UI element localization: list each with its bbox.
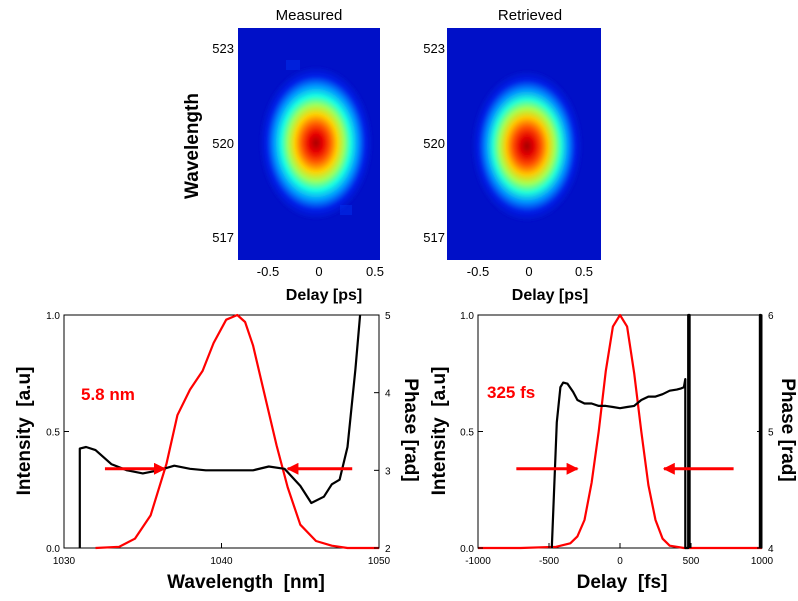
temporal-xtick-label: 1000 bbox=[751, 556, 774, 567]
temporal-y2tick-label: 6 bbox=[768, 311, 774, 322]
heatmap-measured-xtick--0.5: -0.5 bbox=[257, 264, 279, 279]
heatmap-measured-yticklabels: 523 520 517 bbox=[212, 41, 234, 245]
spectrum-y2tick-label: 5 bbox=[385, 311, 391, 322]
spectrum-series-line-0 bbox=[95, 313, 379, 550]
heatmap-measured: Measured 523 520 517 -0.5 0 0.5 Delay [p… bbox=[182, 7, 384, 304]
spectrum-series-line-1 bbox=[78, 314, 362, 548]
heatmap-retrieved-ytick-517: 517 bbox=[423, 230, 445, 245]
heatmap-measured-xlabel: Delay [ps] bbox=[286, 287, 362, 304]
heatmap-retrieved-xtick-0.5: 0.5 bbox=[575, 264, 593, 279]
spectrum-plot-frame bbox=[63, 314, 380, 549]
spectrum-annotation: 5.8 nm bbox=[81, 385, 135, 404]
heatmap-measured-ytick-523: 523 bbox=[212, 41, 234, 56]
spectrum-xtick-label: 1050 bbox=[368, 556, 391, 567]
temporal-ytick-label: 0.5 bbox=[460, 428, 474, 439]
temporal-xtick-label: -1000 bbox=[465, 556, 491, 567]
heatmap-retrieved-xtick--0.5: -0.5 bbox=[467, 264, 489, 279]
heatmap-measured-noise-1 bbox=[286, 60, 300, 70]
temporal-ytick-label: 1.0 bbox=[460, 311, 474, 322]
spectrum-y2tick-label: 2 bbox=[385, 544, 391, 555]
heatmap-retrieved-yticklabels: 523 520 517 bbox=[423, 41, 445, 245]
heatmap-retrieved-title: Retrieved bbox=[498, 7, 562, 24]
temporal-xtick-label: -500 bbox=[539, 556, 559, 567]
spectrum-ytick-label: 0.0 bbox=[46, 544, 60, 555]
spectrum-ytick-label: 0.5 bbox=[46, 428, 60, 439]
heatmap-measured-title: Measured bbox=[276, 7, 343, 24]
temporal-chart: -1000 -500 0 500 1000 0.0 0.5 1.0 4 5 6 Delay [fs]… bbox=[429, 311, 798, 593]
temporal-xtick-label: 0 bbox=[617, 556, 623, 567]
heatmap-measured-ytick-517: 517 bbox=[212, 230, 234, 245]
temporal-y2label: Phase [rad] bbox=[777, 378, 798, 481]
temporal-ytick-label: 0.0 bbox=[460, 544, 474, 555]
spectrum-axis-ticks: 1030 1040 1050 0.0 0.5 1.0 2 3 4 5 bbox=[46, 311, 391, 567]
temporal-plot-marks bbox=[478, 313, 763, 550]
heatmap-measured-xtick-0: 0 bbox=[315, 264, 322, 279]
heatmap-retrieved-xticklabels: -0.5 0 0.5 bbox=[467, 264, 593, 279]
temporal-y2tick-label: 5 bbox=[768, 428, 774, 439]
temporal-plot-frame bbox=[477, 314, 763, 549]
temporal-series-line-1 bbox=[550, 313, 691, 550]
heatmap-measured-ytick-520: 520 bbox=[212, 136, 234, 151]
spectrum-plot-marks bbox=[78, 313, 379, 550]
spectrum-chart: 1030 1040 1050 0.0 0.5 1.0 2 3 4 5 Wavelength [nm… bbox=[14, 311, 421, 593]
temporal-series-line-0 bbox=[478, 313, 762, 550]
heatmap-measured-ylabel: Wavelength bbox=[182, 93, 203, 199]
temporal-annotation: 325 fs bbox=[487, 383, 535, 402]
temporal-y2tick-label: 4 bbox=[768, 544, 774, 555]
spectrum-xlabel: Wavelength [nm] bbox=[167, 572, 325, 593]
spectrum-xtick-label: 1040 bbox=[210, 556, 233, 567]
spectrum-y2tick-label: 4 bbox=[385, 389, 391, 400]
heatmap-measured-xticklabels: -0.5 0 0.5 bbox=[257, 264, 384, 279]
heatmap-measured-blob bbox=[260, 67, 372, 219]
heatmap-measured-xtick-0.5: 0.5 bbox=[366, 264, 384, 279]
heatmap-retrieved-ytick-523: 523 bbox=[423, 41, 445, 56]
spectrum-xtick-label: 1030 bbox=[53, 556, 76, 567]
temporal-ylabel: Intensity [a.u] bbox=[429, 367, 450, 496]
spectrum-ylabel: Intensity [a.u] bbox=[14, 367, 35, 496]
heatmap-retrieved-blob bbox=[472, 71, 582, 221]
heatmap-retrieved: Retrieved 523 520 517 -0.5 0 0.5 Delay [… bbox=[423, 7, 601, 304]
heatmap-retrieved-xtick-0: 0 bbox=[525, 264, 532, 279]
heatmap-measured-noise-2 bbox=[340, 205, 352, 215]
temporal-xlabel: Delay [fs] bbox=[577, 572, 668, 593]
heatmap-retrieved-xlabel: Delay [ps] bbox=[512, 287, 588, 304]
temporal-xtick-label: 500 bbox=[683, 556, 700, 567]
spectrum-y2tick-label: 3 bbox=[385, 466, 391, 477]
heatmap-retrieved-ytick-520: 520 bbox=[423, 136, 445, 151]
temporal-axis-ticks: -1000 -500 0 500 1000 0.0 0.5 1.0 4 5 6 bbox=[460, 311, 774, 567]
spectrum-y2label: Phase [rad] bbox=[400, 378, 421, 481]
spectrum-ytick-label: 1.0 bbox=[46, 311, 60, 322]
